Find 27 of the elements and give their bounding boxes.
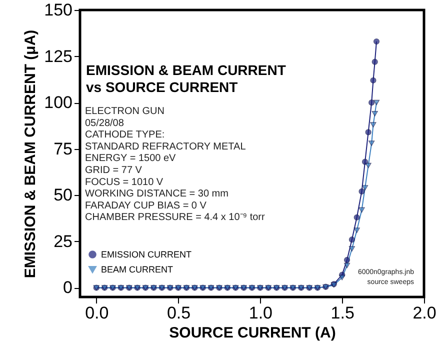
y-tick-label: 25 bbox=[54, 232, 72, 251]
annotation: FOCUS = 1010 V bbox=[85, 176, 164, 188]
x-tick-label: 0.5 bbox=[166, 304, 191, 322]
legend-label: EMISSION CURRENT bbox=[101, 250, 192, 260]
annotation: FARADAY CUP BIAS = 0 V bbox=[85, 200, 207, 212]
text: EMISSION & BEAM CURRENT vs SOURCE CURRENT bbox=[86, 62, 286, 95]
y-tick-label: 125 bbox=[44, 46, 72, 66]
x-axis-title: SOURCE CURRENT (A) bbox=[169, 324, 336, 342]
y-tick-label: 0 bbox=[63, 278, 72, 298]
annotation: CHAMBER PRESSURE = 4.4 x 10⁻⁹ torr bbox=[85, 212, 266, 224]
x-tick-label: 1.0 bbox=[248, 304, 273, 322]
y-tick-label: 50 bbox=[54, 186, 72, 205]
x-tick-label: 1.5 bbox=[330, 304, 354, 322]
y-tick-label: 100 bbox=[44, 93, 72, 112]
y-axis-title: EMISSION & BEAM CURRENT (μA) bbox=[22, 30, 40, 278]
annotation: 05/28/08 bbox=[85, 118, 124, 129]
annotation: CATHODE TYPE: bbox=[85, 130, 165, 141]
x-tick-label: 0.0 bbox=[85, 304, 109, 322]
legend-label: BEAM CURRENT bbox=[101, 264, 174, 274]
y-tick-label: 150 bbox=[44, 0, 72, 20]
annotation: WORKING DISTANCE = 30 mm bbox=[85, 188, 228, 200]
annotation: ENERGY = 1500 eV bbox=[85, 153, 176, 164]
annotation: GRID = 77 V bbox=[85, 165, 142, 176]
y-tick-label: 75 bbox=[54, 139, 72, 158]
annotation: ELECTRON GUN bbox=[85, 106, 164, 117]
x-tick-label: 2.0 bbox=[412, 304, 436, 322]
annotation: STANDARD REFRACTORY METAL bbox=[85, 141, 246, 152]
